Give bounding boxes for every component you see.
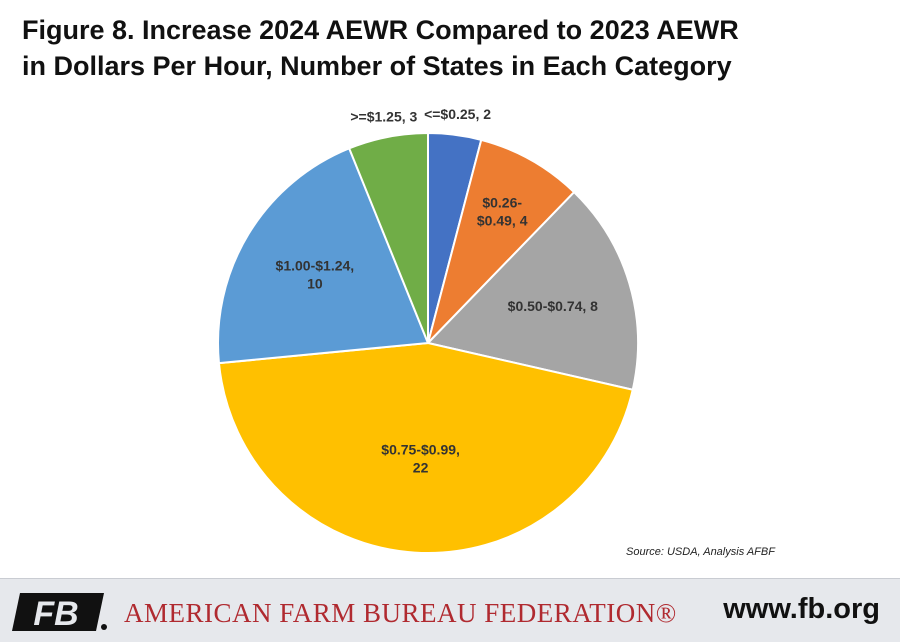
slice-label-4-line-1: 10	[307, 275, 323, 291]
pie-slice-3	[217, 341, 634, 554]
slice-label-5: >=$1.25, 3	[350, 108, 417, 124]
website-url: www.fb.org	[723, 593, 880, 625]
slice-label-3: $0.75-$0.99, 22	[381, 441, 460, 475]
source-note: Source: USDA, Analysis AFBF	[626, 546, 775, 558]
slice-label-0-line-0: <=$0.25, 2	[424, 106, 491, 122]
pie-slice-1	[426, 138, 576, 347]
slice-label-2-line-0: $0.50-$0.74, 8	[508, 298, 599, 314]
chart-title: Figure 8. Increase 2024 AEWR Compared to…	[22, 12, 882, 84]
pie-slice-2	[426, 190, 639, 391]
slice-label-4-line-0: $1.00-$1.24,	[276, 257, 355, 273]
slice-label-2: $0.50-$0.74, 8	[508, 298, 599, 314]
slice-label-3-line-1: 22	[413, 459, 429, 475]
chart-title-line-1: Figure 8. Increase 2024 AEWR Compared to…	[22, 15, 739, 45]
organization-name: AMERICAN FARM BUREAU FEDERATION®	[124, 598, 677, 628]
farm-bureau-logo: FB	[12, 593, 107, 633]
slice-label-1: $0.26- $0.49, 4	[477, 194, 528, 228]
footer-bar: FB AMERICAN FARM BUREAU FEDERATION® www.…	[0, 578, 900, 642]
chart-title-line-2: in Dollars Per Hour, Number of States in…	[22, 51, 732, 81]
slice-label-5-line-0: >=$1.25, 3	[350, 108, 417, 124]
pie-slice-4	[217, 147, 430, 365]
slice-label-4: $1.00-$1.24, 10	[276, 257, 355, 291]
slice-label-1-line-0: $0.26-	[482, 194, 522, 210]
pie-slice-5	[347, 131, 429, 344]
slice-label-3-line-0: $0.75-$0.99,	[381, 441, 460, 457]
slice-label-0: <=$0.25, 2	[424, 106, 491, 122]
svg-text:FB: FB	[33, 595, 78, 633]
slice-label-1-line-1: $0.49, 4	[477, 212, 528, 228]
